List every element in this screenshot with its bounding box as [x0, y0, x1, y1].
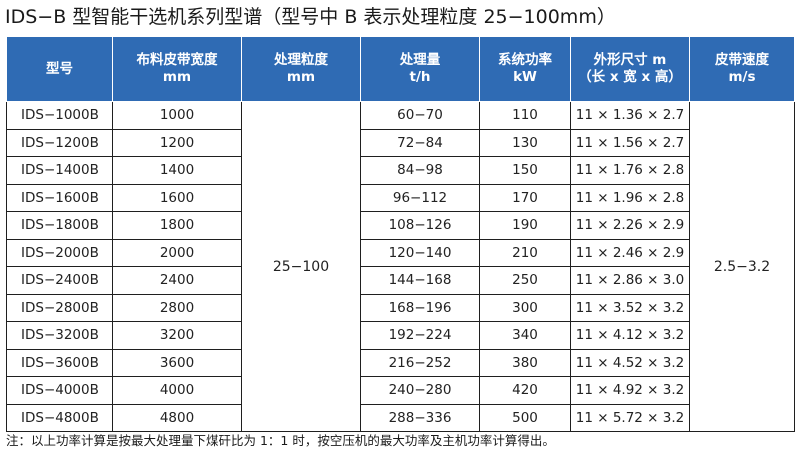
table-row: IDS−1800B 1800 108−126 190 11 × 2.26 × 2…	[6, 211, 795, 240]
cell-model: IDS−1800B	[6, 211, 113, 240]
cell-capacity: 168−196	[360, 293, 480, 322]
cell-dimensions: 11 × 2.46 × 2.9	[570, 238, 690, 267]
cell-belt-width: 1800	[112, 211, 242, 240]
cell-dimensions: 11 × 1.96 × 2.8	[570, 183, 690, 212]
header-belt-speed: 皮带速度 m/s	[689, 36, 795, 102]
header-granularity: 处理粒度 mm	[241, 36, 361, 102]
cell-power: 420	[479, 376, 571, 405]
cell-capacity: 144−168	[360, 266, 480, 295]
table-row: IDS−3200B 3200 192−224 340 11 × 4.12 × 3…	[6, 321, 795, 350]
cell-model: IDS−1200B	[6, 128, 113, 157]
cell-belt-width: 2400	[112, 266, 242, 295]
cell-belt-width: 2000	[112, 238, 242, 267]
cell-capacity: 108−126	[360, 211, 480, 240]
cell-capacity: 120−140	[360, 238, 480, 267]
cell-dimensions: 11 × 4.12 × 3.2	[570, 321, 690, 350]
table-row: IDS−2000B 2000 120−140 210 11 × 2.46 × 2…	[6, 238, 795, 267]
cell-model: IDS−1400B	[6, 156, 113, 185]
cell-power: 170	[479, 183, 571, 212]
cell-power: 190	[479, 211, 571, 240]
cell-belt-width: 4800	[112, 403, 242, 432]
cell-dimensions: 11 × 2.86 × 3.0	[570, 266, 690, 295]
cell-dimensions: 11 × 1.36 × 2.7	[570, 101, 690, 130]
cell-model: IDS−2800B	[6, 293, 113, 322]
cell-capacity: 96−112	[360, 183, 480, 212]
cell-model: IDS−4000B	[6, 376, 113, 405]
cell-belt-speed: 2.5−3.2	[689, 101, 795, 432]
cell-capacity: 216−252	[360, 348, 480, 377]
page-title: IDS−B 型智能干选机系列型谱（型号中 B 表示处理粒度 25−100mm）	[5, 6, 616, 28]
cell-power: 380	[479, 348, 571, 377]
cell-capacity: 288−336	[360, 403, 480, 432]
table-row: IDS−3600B 3600 216−252 380 11 × 4.52 × 3…	[6, 348, 795, 377]
cell-model: IDS−3200B	[6, 321, 113, 350]
header-capacity: 处理量 t/h	[360, 36, 480, 102]
table-row: IDS−1400B 1400 84−98 150 11 × 1.76 × 2.8	[6, 156, 795, 185]
cell-belt-width: 1200	[112, 128, 242, 157]
cell-capacity: 84−98	[360, 156, 480, 185]
header-row: 型号 布料皮带宽度 mm 处理粒度 mm 处理量 t/h 系统功率 kW 外形尺…	[6, 36, 795, 102]
table-row: IDS−4000B 4000 240−280 420 11 × 4.92 × 3…	[6, 376, 795, 405]
cell-belt-width: 4000	[112, 376, 242, 405]
cell-belt-width: 3200	[112, 321, 242, 350]
cell-model: IDS−1000B	[6, 101, 113, 130]
cell-power: 250	[479, 266, 571, 295]
header-belt-width: 布料皮带宽度 mm	[112, 36, 242, 102]
cell-model: IDS−2400B	[6, 266, 113, 295]
table-row: IDS−2800B 2800 168−196 300 11 × 3.52 × 3…	[6, 293, 795, 322]
table-row: IDS−4800B 4800 288−336 500 11 × 5.72 × 3…	[6, 403, 795, 432]
spec-table: 型号 布料皮带宽度 mm 处理粒度 mm 处理量 t/h 系统功率 kW 外形尺…	[6, 36, 795, 432]
cell-power: 130	[479, 128, 571, 157]
cell-granularity: 25−100	[241, 101, 361, 432]
cell-power: 340	[479, 321, 571, 350]
cell-capacity: 192−224	[360, 321, 480, 350]
cell-power: 210	[479, 238, 571, 267]
cell-model: IDS−4800B	[6, 403, 113, 432]
cell-capacity: 60−70	[360, 101, 480, 130]
cell-model: IDS−2000B	[6, 238, 113, 267]
cell-capacity: 72−84	[360, 128, 480, 157]
cell-power: 500	[479, 403, 571, 432]
cell-belt-width: 1000	[112, 101, 242, 130]
header-dimensions: 外形尺寸 m （长 x 宽 x 高）	[570, 36, 690, 102]
table-row: IDS−1600B 1600 96−112 170 11 × 1.96 × 2.…	[6, 183, 795, 212]
table-row: IDS−1200B 1200 72−84 130 11 × 1.56 × 2.7	[6, 128, 795, 157]
header-power: 系统功率 kW	[479, 36, 571, 102]
cell-capacity: 240−280	[360, 376, 480, 405]
table-row: IDS−2400B 2400 144−168 250 11 × 2.86 × 3…	[6, 266, 795, 295]
cell-dimensions: 11 × 2.26 × 2.9	[570, 211, 690, 240]
cell-belt-width: 2800	[112, 293, 242, 322]
table-row: IDS−1000B 1000 25−100 60−70 110 11 × 1.3…	[6, 101, 795, 432]
cell-power: 110	[479, 101, 571, 130]
cell-model: IDS−1600B	[6, 183, 113, 212]
header-model: 型号	[6, 36, 113, 102]
cell-dimensions: 11 × 4.92 × 3.2	[570, 376, 690, 405]
cell-power: 150	[479, 156, 571, 185]
footnote: 注：以上功率计算是按最大处理量下煤矸比为 1：1 时，按空压机的最大功率及主机功…	[6, 433, 555, 448]
cell-power: 300	[479, 293, 571, 322]
cell-belt-width: 3600	[112, 348, 242, 377]
cell-dimensions: 11 × 5.72 × 3.2	[570, 403, 690, 432]
cell-belt-width: 1600	[112, 183, 242, 212]
cell-model: IDS−3600B	[6, 348, 113, 377]
cell-dimensions: 11 × 3.52 × 3.2	[570, 293, 690, 322]
cell-dimensions: 11 × 1.56 × 2.7	[570, 128, 690, 157]
cell-dimensions: 11 × 1.76 × 2.8	[570, 156, 690, 185]
cell-belt-width: 1400	[112, 156, 242, 185]
cell-dimensions: 11 × 4.52 × 3.2	[570, 348, 690, 377]
